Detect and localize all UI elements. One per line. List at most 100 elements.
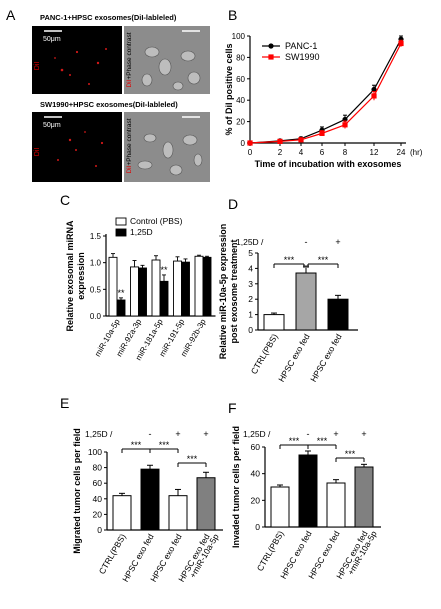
e-x-tick-label: CTRL(PBS): [97, 532, 128, 576]
d-y-tick-label: 2: [248, 294, 253, 304]
dil-label-bottom: DiI: [34, 148, 41, 157]
d-y-tick-label: 1: [248, 310, 253, 320]
b-y-axis-title: % of DiI positive cells: [224, 43, 234, 135]
d-sig-label: ***: [318, 255, 329, 265]
e-treatment-mark: -: [149, 429, 152, 439]
f-treatment-mark: +: [333, 429, 338, 439]
f-sig-label: ***: [345, 449, 356, 459]
f-bar: [270, 486, 290, 528]
c-y-tick-label: 1.5: [90, 232, 102, 241]
c-legend-label: 1,25D: [130, 227, 153, 237]
d-y-tick-label: 0: [248, 325, 253, 335]
f-y-axis-title: Invaded tumor cells per field: [231, 426, 241, 548]
c-bar: [151, 259, 161, 317]
f-sig-label: ***: [289, 436, 300, 446]
phase-label-bottom-rest: +Phase contrast: [126, 118, 133, 165]
b-x-tick-label: 24: [397, 148, 406, 157]
f-bar: [298, 454, 318, 528]
e-sig-label: ***: [131, 440, 142, 450]
b-x-tick-label: 4: [299, 148, 304, 157]
c-bar: [159, 280, 169, 317]
f-bar: [326, 482, 346, 528]
d-y-tick-label: 3: [248, 279, 253, 289]
c-y-axis-title: Relative exosomal miRNA: [65, 220, 75, 332]
f-treatment-mark: +: [361, 429, 366, 439]
f-sig-label: ***: [317, 436, 328, 446]
dil-dots-top: [54, 48, 107, 85]
phase-label-top: DiI+Phase contrast: [126, 32, 133, 87]
c-bar: [138, 267, 147, 317]
dil-label-top: DiI: [34, 62, 41, 71]
panel-letter-b: B: [228, 7, 237, 23]
b-legend-label: SW1990: [285, 52, 320, 62]
c-bar: [173, 260, 182, 317]
b-x-tick-label: 0: [248, 148, 253, 157]
panel-letter-c: C: [60, 192, 70, 208]
c-y-tick-label: 1.0: [90, 259, 102, 268]
c-bar: [181, 261, 190, 317]
f-bar: [354, 466, 374, 528]
d-x-tick-label: HPSC exo fed: [276, 332, 312, 384]
b-point-SW1990: [398, 40, 404, 47]
e-treatment-label: 1,25D /: [85, 429, 113, 439]
b-point-SW1990: [342, 122, 348, 128]
b-point-SW1990: [319, 130, 325, 136]
b-point-SW1990: [298, 137, 304, 143]
micro-top-title: PANC-1+HPSC exosomes(DiI-lableled): [40, 13, 177, 22]
e-bar: [112, 495, 132, 531]
d-y-axis-title: Relative miR-10a-5p expression: [218, 224, 228, 360]
scale-label-bottom: 50μm: [43, 122, 61, 129]
d-x-tick-label: CTRL(PBS): [249, 332, 280, 376]
f-x-tick-label: CTRL(PBS): [255, 529, 286, 573]
c-bar: [194, 255, 204, 317]
f-treatment-label: 1,25D /: [243, 429, 271, 439]
dil-image-top: [32, 26, 122, 94]
b-legend-marker: [268, 43, 274, 49]
e-bar: [196, 477, 216, 531]
e-sig-label: ***: [187, 454, 198, 464]
b-y-tick-label: 100: [232, 32, 246, 41]
c-y-tick-label: 0.0: [90, 312, 102, 321]
panel-letter-d: D: [228, 196, 238, 212]
c-legend-label: Control (PBS): [130, 216, 183, 226]
b-x-tick-label: 12: [370, 148, 379, 157]
b-x-axis-title: Time of incubation with exosomes: [255, 159, 402, 169]
micro-bottom-title: SW1990+HPSC exosomes(DiI-lableled): [40, 100, 178, 109]
e-y-tick-label: 20: [93, 509, 103, 519]
c-bar: [108, 256, 118, 317]
d-x-tick-label: HPSC exo fed: [308, 332, 344, 384]
b-x-unit-label: (hr): [410, 148, 423, 157]
b-legend-label: PANC-1: [285, 41, 317, 51]
c-bar: [116, 299, 126, 317]
f-y-tick-label: 40: [251, 469, 261, 479]
d-treatment-mark: +: [335, 237, 340, 247]
phase-cells-bottom: [137, 133, 203, 176]
d-bar: [295, 272, 317, 331]
c-legend-swatch: [115, 217, 127, 226]
c-legend-swatch: [115, 228, 127, 237]
d-bar: [263, 314, 285, 331]
phase-cells-top: [141, 46, 201, 91]
b-point-SW1990: [371, 93, 377, 99]
panel-c-bar-chart: 0.00.51.01.5miR-10a-5pmiR-92a-3pmiR-181a…: [65, 216, 216, 362]
c-significance-mark: **: [117, 288, 125, 298]
panel-letter-e: E: [60, 395, 69, 411]
e-bar: [168, 495, 188, 531]
c-bar: [202, 256, 212, 317]
phase-label-bottom: DiI+Phase contrast: [126, 118, 133, 173]
d-y-tick-label: 4: [248, 263, 253, 273]
e-y-tick-label: 0: [97, 525, 102, 535]
d-treatment-mark: -: [305, 237, 308, 247]
b-y-tick-label: 0: [241, 139, 246, 148]
c-y-axis-title: expression: [76, 252, 86, 300]
b-x-tick-label: 6: [320, 148, 325, 157]
e-treatment-mark: +: [175, 429, 180, 439]
f-y-tick-label: 0: [255, 522, 260, 532]
d-treatment-label: 1,25D /: [236, 237, 264, 247]
f-treatment-mark: -: [307, 429, 310, 439]
panel-letter-f: F: [228, 400, 237, 416]
b-point-SW1990: [277, 138, 283, 144]
